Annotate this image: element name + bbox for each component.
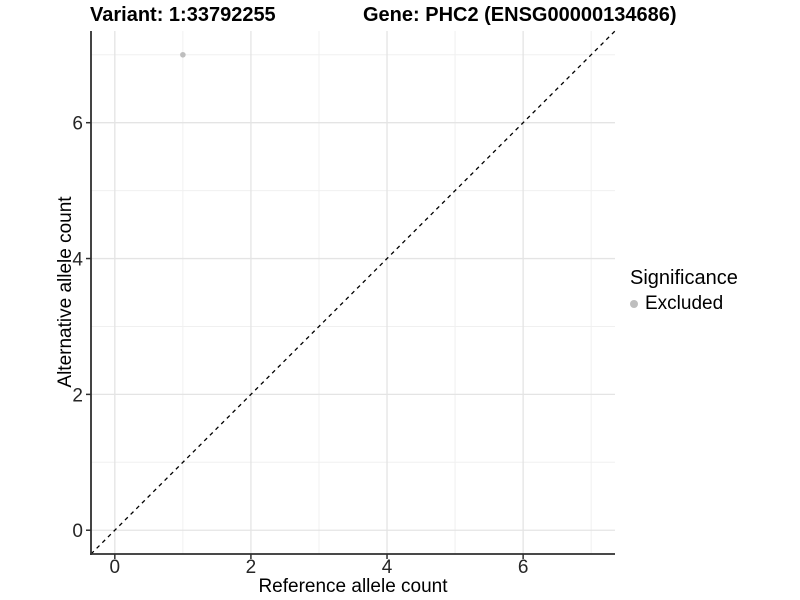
x-tick-label: 4 <box>382 557 393 578</box>
x-tick-label: 6 <box>518 557 529 578</box>
legend-item-label: Excluded <box>645 293 724 314</box>
y-tick-label: 0 <box>72 521 83 542</box>
y-axis-label: Alternative allele count <box>55 196 76 388</box>
x-tick-label: 2 <box>246 557 257 578</box>
y-tick-label: 6 <box>72 114 83 135</box>
y-tick-label: 4 <box>72 250 83 271</box>
plot-title-variant: Variant: 1:33792255 <box>90 4 276 26</box>
y-tick-label: 2 <box>72 385 83 406</box>
x-tick-label: 0 <box>110 557 121 578</box>
x-axis-label: Reference allele count <box>258 576 448 597</box>
identity-line <box>90 30 616 555</box>
legend-key-dot <box>630 300 638 308</box>
legend-title: Significance <box>630 267 738 289</box>
legend: Significance Excluded <box>630 266 738 316</box>
legend-item-excluded: Excluded <box>630 292 738 316</box>
plot-title-gene: Gene: PHC2 (ENSG00000134686) <box>363 4 677 26</box>
data-point <box>180 51 186 58</box>
